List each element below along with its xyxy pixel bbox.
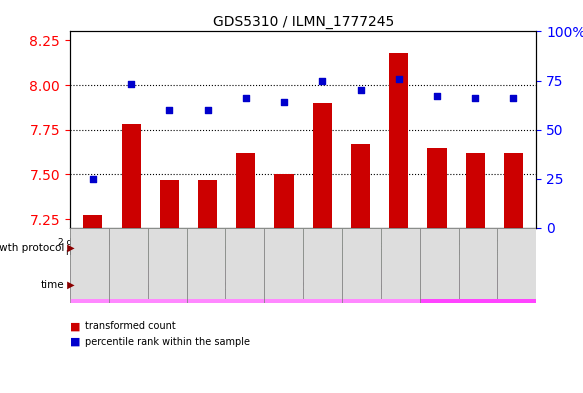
Bar — [275, 174, 294, 228]
Text: day 4: day 4 — [133, 280, 162, 290]
Text: xenograph (mam
mary fat pad): xenograph (mam mary fat pad) — [439, 238, 517, 257]
Text: ▶: ▶ — [64, 242, 74, 253]
Point — [433, 93, 442, 99]
FancyBboxPatch shape — [187, 267, 264, 303]
Text: ▶: ▶ — [64, 280, 74, 290]
FancyBboxPatch shape — [497, 228, 536, 299]
FancyBboxPatch shape — [459, 228, 497, 299]
Bar — [83, 215, 103, 228]
Point — [394, 75, 403, 82]
Point — [241, 95, 251, 101]
Bar — [466, 153, 484, 228]
FancyBboxPatch shape — [70, 267, 109, 303]
FancyBboxPatch shape — [109, 228, 147, 299]
Bar — [312, 103, 332, 228]
FancyBboxPatch shape — [147, 228, 187, 299]
Point — [318, 77, 327, 84]
Text: day 4: day 4 — [289, 280, 318, 290]
Bar — [504, 153, 523, 228]
Title: GDS5310 / ILMN_1777245: GDS5310 / ILMN_1777245 — [213, 15, 394, 29]
FancyBboxPatch shape — [303, 228, 342, 299]
Text: 3 dimensional Matrigel: 3 dimensional Matrigel — [135, 243, 238, 252]
Text: 3 dimensional polyHEMA: 3 dimensional polyHEMA — [286, 243, 398, 252]
Text: percentile rank within the sample: percentile rank within the sample — [85, 337, 250, 347]
Bar — [160, 180, 179, 228]
Bar — [427, 147, 447, 228]
FancyBboxPatch shape — [109, 228, 264, 267]
Text: growth protocol: growth protocol — [0, 242, 64, 253]
FancyBboxPatch shape — [226, 228, 264, 299]
Text: day 43: day 43 — [460, 280, 496, 290]
FancyBboxPatch shape — [381, 228, 420, 299]
FancyBboxPatch shape — [264, 228, 303, 299]
Point — [203, 107, 212, 113]
FancyBboxPatch shape — [264, 267, 342, 303]
Bar — [122, 124, 141, 228]
Text: ■: ■ — [70, 321, 80, 331]
Point — [127, 81, 136, 88]
FancyBboxPatch shape — [264, 228, 420, 267]
Bar — [389, 53, 408, 228]
Bar — [198, 180, 217, 228]
FancyBboxPatch shape — [420, 267, 536, 303]
Bar — [351, 144, 370, 228]
Point — [470, 95, 480, 101]
FancyBboxPatch shape — [342, 267, 420, 303]
Text: ■: ■ — [70, 337, 80, 347]
FancyBboxPatch shape — [70, 228, 109, 267]
FancyBboxPatch shape — [70, 228, 109, 299]
FancyBboxPatch shape — [342, 228, 381, 299]
FancyBboxPatch shape — [420, 228, 459, 299]
Text: day 7: day 7 — [75, 280, 104, 290]
Text: transformed count: transformed count — [85, 321, 175, 331]
FancyBboxPatch shape — [420, 228, 536, 267]
Point — [164, 107, 174, 113]
Point — [279, 99, 289, 105]
Point — [509, 95, 518, 101]
FancyBboxPatch shape — [187, 228, 226, 299]
Point — [356, 87, 365, 94]
Text: time: time — [40, 280, 64, 290]
Bar — [236, 153, 255, 228]
Text: 2 dimensional
monolayer: 2 dimensional monolayer — [58, 238, 121, 257]
FancyBboxPatch shape — [109, 267, 187, 303]
Text: day 7: day 7 — [366, 280, 395, 290]
Text: day 7: day 7 — [211, 280, 240, 290]
Point — [88, 176, 97, 182]
